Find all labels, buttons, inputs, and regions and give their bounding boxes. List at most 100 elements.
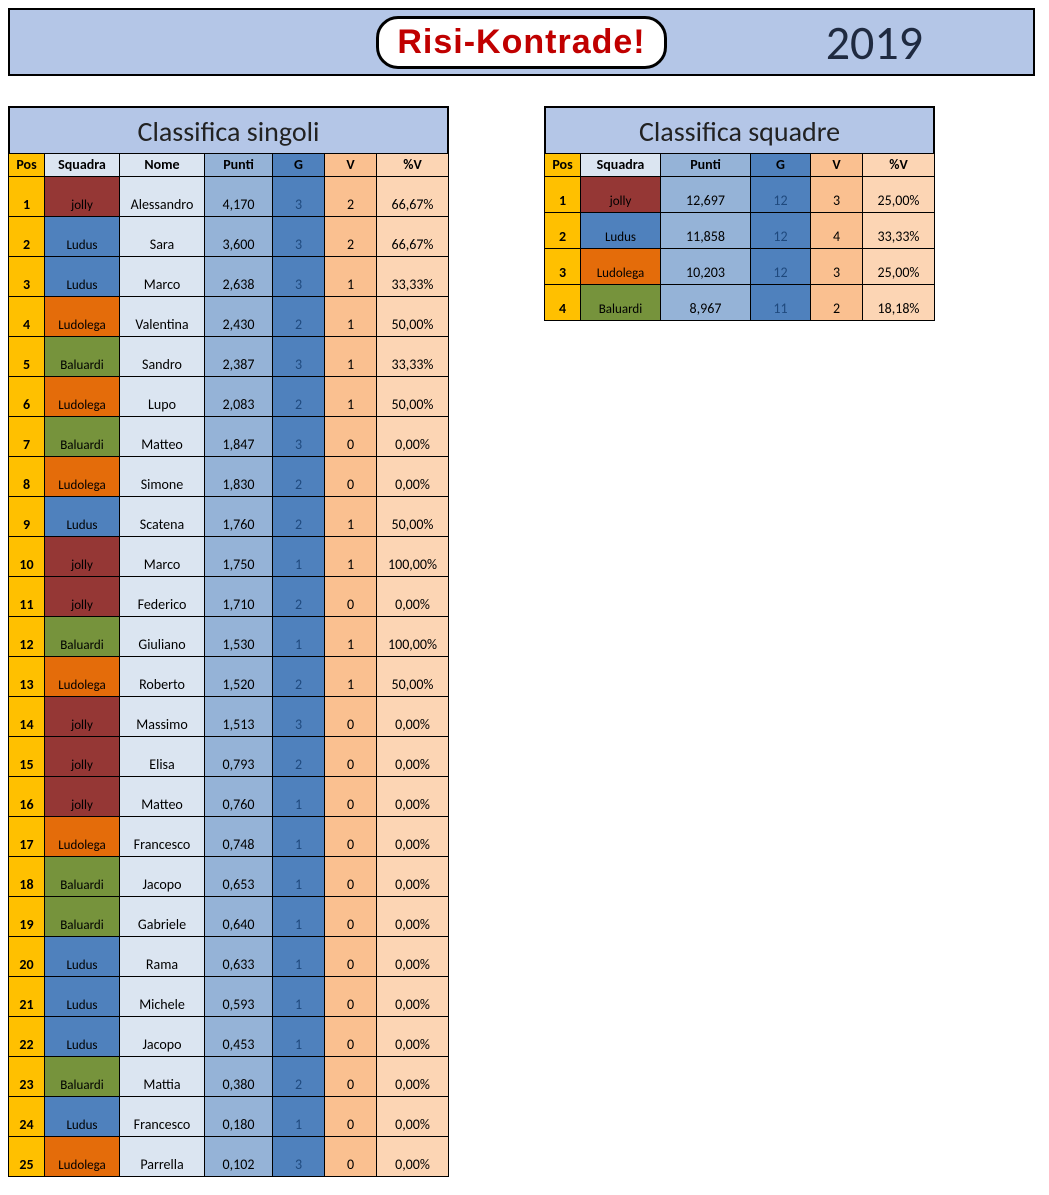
table-row: 22LudusJacopo0,453100,00% [9,1017,449,1057]
cell-squad: Ludolega [45,817,120,857]
cell-pos: 19 [9,897,45,937]
cell-pos: 14 [9,697,45,737]
singles-title: Classifica singoli [8,106,449,153]
cell-pv: 66,67% [377,177,449,217]
cell-nome: Giuliano [120,617,205,657]
table-row: 20LudusRama0,633100,00% [9,937,449,977]
cell-v: 0 [325,737,377,777]
cell-pv: 33,33% [377,337,449,377]
cell-pv: 100,00% [377,617,449,657]
cell-pos: 2 [545,213,581,249]
cell-g: 3 [273,217,325,257]
cell-pv: 0,00% [377,777,449,817]
cell-pos: 4 [545,285,581,321]
cell-nome: Parrella [120,1137,205,1177]
cell-punti: 0,453 [205,1017,273,1057]
table-row: 4LudolegaValentina2,4302150,00% [9,297,449,337]
teams-table: Pos Squadra Punti G V %V 1jolly12,697123… [544,153,935,321]
cell-nome: Scatena [120,497,205,537]
cell-g: 3 [273,1137,325,1177]
cell-squad: jolly [45,697,120,737]
table-row: 19BaluardiGabriele0,640100,00% [9,897,449,937]
cell-pv: 0,00% [377,1137,449,1177]
cell-g: 1 [273,537,325,577]
cell-squad: Ludus [45,1097,120,1137]
cell-v: 2 [325,177,377,217]
cell-v: 0 [325,1097,377,1137]
cell-g: 2 [273,657,325,697]
cell-punti: 1,513 [205,697,273,737]
table-row: 14jollyMassimo1,513300,00% [9,697,449,737]
cell-squad: Ludus [45,937,120,977]
cell-squad: jolly [45,737,120,777]
cell-pv: 50,00% [377,377,449,417]
cell-pos: 25 [9,1137,45,1177]
cell-pv: 100,00% [377,537,449,577]
cell-pos: 13 [9,657,45,697]
teams-title: Classifica squadre [544,106,935,153]
cell-pos: 10 [9,537,45,577]
cell-v: 3 [811,249,863,285]
cell-pos: 21 [9,977,45,1017]
cell-pv: 0,00% [377,1097,449,1137]
cell-v: 1 [325,657,377,697]
cell-punti: 1,847 [205,417,273,457]
singles-panel: Classifica singoli Pos Squadra Nome Punt… [8,106,449,1177]
cell-v: 0 [325,977,377,1017]
cell-pos: 23 [9,1057,45,1097]
cell-punti: 11,858 [661,213,751,249]
cell-punti: 4,170 [205,177,273,217]
cell-squad: Ludolega [45,457,120,497]
cell-pv: 0,00% [377,977,449,1017]
cell-pv: 0,00% [377,937,449,977]
cell-v: 2 [811,285,863,321]
cell-pos: 17 [9,817,45,857]
cell-pv: 0,00% [377,457,449,497]
cell-nome: Sandro [120,337,205,377]
cell-pos: 1 [9,177,45,217]
cell-nome: Michele [120,977,205,1017]
cell-squad: Ludolega [45,657,120,697]
table-row: 21LudusMichele0,593100,00% [9,977,449,1017]
cell-squad: Ludolega [45,1137,120,1177]
teams-header-row: Pos Squadra Punti G V %V [545,154,935,177]
cell-squad: Baluardi [45,1057,120,1097]
cell-punti: 1,830 [205,457,273,497]
cell-punti: 0,180 [205,1097,273,1137]
col-g: G [273,154,325,177]
cell-punti: 2,430 [205,297,273,337]
cell-g: 12 [751,177,811,213]
col-pos: Pos [545,154,581,177]
table-row: 25LudolegaParrella0,102300,00% [9,1137,449,1177]
cell-punti: 2,638 [205,257,273,297]
cell-pos: 20 [9,937,45,977]
cell-nome: Francesco [120,817,205,857]
cell-nome: Jacopo [120,1017,205,1057]
header-banner: Risi-Kontrade! 2019 [8,8,1035,76]
cell-punti: 0,760 [205,777,273,817]
table-row: 9LudusScatena1,7602150,00% [9,497,449,537]
table-row: 5BaluardiSandro2,3873133,33% [9,337,449,377]
cell-nome: Valentina [120,297,205,337]
cell-pv: 0,00% [377,857,449,897]
cell-v: 1 [325,297,377,337]
table-row: 7BaluardiMatteo1,847300,00% [9,417,449,457]
cell-punti: 1,710 [205,577,273,617]
cell-nome: Roberto [120,657,205,697]
cell-g: 2 [273,377,325,417]
cell-pos: 5 [9,337,45,377]
col-nome: Nome [120,154,205,177]
cell-g: 1 [273,1097,325,1137]
cell-v: 0 [325,417,377,457]
cell-v: 0 [325,857,377,897]
cell-v: 0 [325,937,377,977]
cell-v: 0 [325,697,377,737]
cell-v: 1 [325,257,377,297]
cell-squad: Baluardi [581,285,661,321]
cell-g: 2 [273,457,325,497]
cell-squad: jolly [581,177,661,213]
cell-pos: 24 [9,1097,45,1137]
logo-text: Risi-Kontrade! [376,16,666,69]
table-row: 17LudolegaFrancesco0,748100,00% [9,817,449,857]
cell-pv: 50,00% [377,297,449,337]
